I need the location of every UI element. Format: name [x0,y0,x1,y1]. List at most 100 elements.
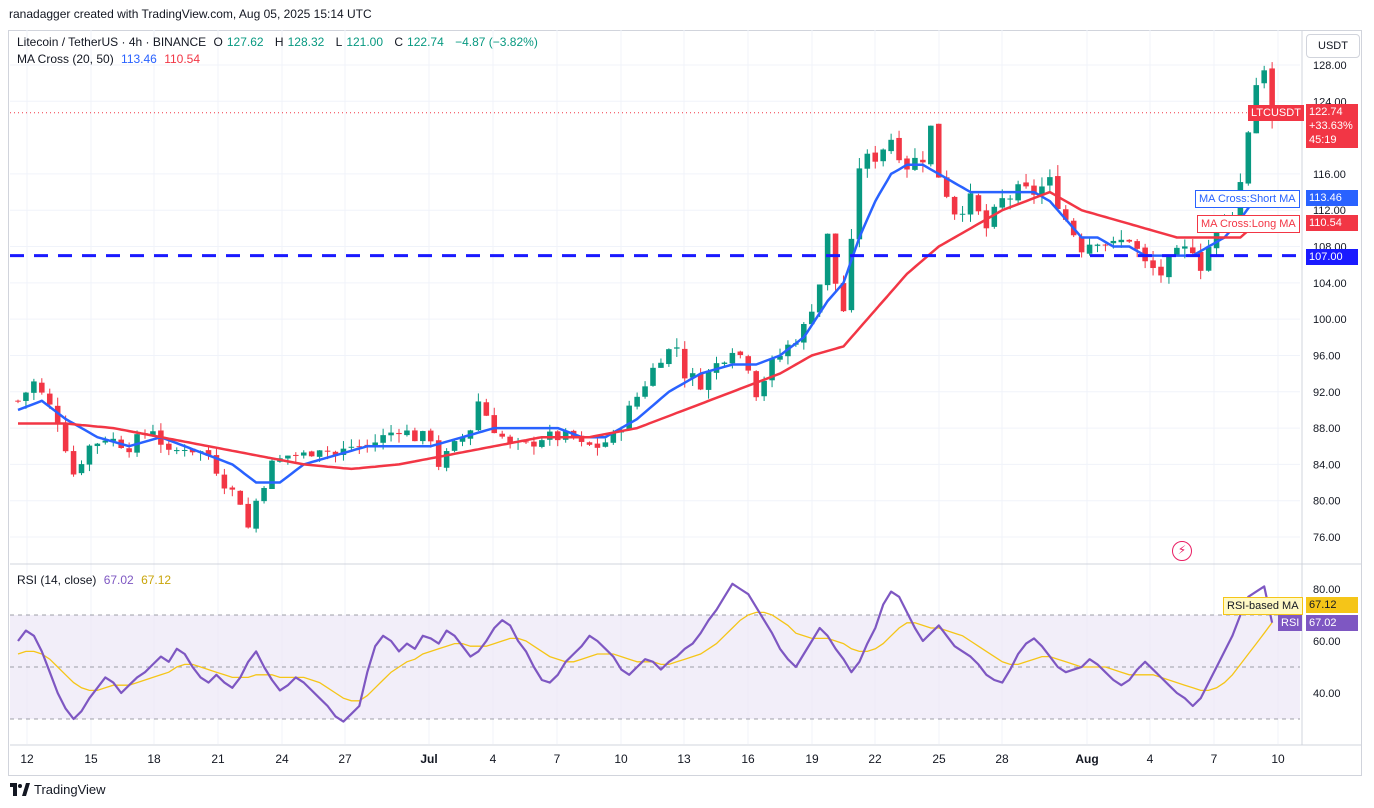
price-tick-label: 88.00 [1313,423,1341,435]
time-tick-label: Aug [1075,752,1098,766]
candle-body [761,380,767,397]
candle-body [856,168,863,240]
candle-body [245,503,251,528]
candle-body [213,455,220,474]
candle-body [650,367,656,386]
candle-body [626,405,632,430]
open-number: 127.62 [226,35,264,49]
candle-body [491,415,498,434]
candle-body [642,386,648,397]
candle-body [15,400,21,402]
ma-long-value: 110.54 [164,52,201,66]
rsi-ma-value-tag: 67.12 [1306,597,1358,613]
footer-brand-text: TradingView [34,782,106,797]
time-tick-label: 25 [932,752,946,766]
candle-body [110,438,117,441]
candle-body [1110,240,1117,244]
candle-body [1031,185,1037,195]
currency-button[interactable]: USDT [1306,34,1360,58]
alert-bolt-icon[interactable]: ⚡ [1172,541,1192,561]
candle-body [31,381,37,393]
rsi-legend-value: 67.02 [103,573,134,587]
high-number: 128.32 [287,35,325,49]
candle-body [801,324,807,343]
candle-body [1269,68,1275,113]
candle-body [848,238,855,311]
candle-body [769,358,775,381]
low-label: L [335,35,343,49]
candle-body [412,430,418,442]
candle-body [1118,239,1125,243]
candle-body [293,454,299,456]
candle-body [531,441,537,447]
candle-body [23,392,29,401]
time-tick-label: Jul [420,752,437,766]
candle-body [562,431,569,440]
candle-body [1261,70,1267,84]
candle-body [261,487,267,502]
candle-body [1126,239,1133,242]
candle-body [697,373,704,390]
time-tick-label: 4 [1147,752,1154,766]
candle-body [602,442,609,447]
candle-body [1134,241,1140,249]
candle-body [920,159,926,163]
candle-body [586,442,593,445]
candle-body [594,443,601,448]
candle-body [896,137,902,161]
time-tick-label: 13 [677,752,691,766]
candle-body [1205,247,1212,271]
candle-body [181,449,188,451]
time-tick-label: 21 [211,752,225,766]
candle-body [777,355,783,360]
short-ma-value-tag: 113.46 [1306,190,1358,206]
price-tick-label: 116.00 [1313,169,1346,181]
candle-body [483,402,490,416]
candle-body [308,451,315,457]
rsi-tick-label: 80.00 [1313,584,1341,596]
candle-body [348,446,355,448]
candle-body [816,284,823,313]
candle-body [1189,247,1196,254]
candle-body [840,283,847,312]
symbol-title: Litecoin / TetherUS · 4h · BINANCE [17,35,207,49]
price-tick-label: 104.00 [1313,278,1347,290]
candle-body [729,352,736,364]
candle-body [1102,244,1109,246]
candle-body [1245,132,1252,184]
time-tick-label: 27 [338,752,352,766]
candle-body [959,213,966,215]
price-tick-label: 80.00 [1313,496,1341,508]
candle-body [634,396,640,407]
candle-body [46,393,53,405]
ma-legend[interactable]: MA Cross (20, 50) 113.46 110.54 [17,52,204,66]
candle-body [269,460,275,489]
candle-body [832,233,839,284]
ma-title: MA Cross (20, 50) [17,52,114,66]
rsi-ma-label-tag: RSI-based MA [1223,597,1303,615]
candle-body [1055,176,1061,210]
footer-brand[interactable]: TradingView [10,782,106,797]
price-tick-label: 100.00 [1313,314,1347,326]
price-change-pct: +33.63% [1309,120,1353,132]
rsi-ma-line [17,611,1273,702]
candle-body [451,441,458,451]
rsi-legend[interactable]: RSI (14, close) 67.02 67.12 [17,573,175,587]
candle-body [864,153,871,169]
candle-body [547,431,553,440]
candle-body [737,351,744,356]
low-value: L 121.00 [336,35,387,49]
last-price-tag: 122.74 +33.63% 45:19 [1306,104,1358,148]
candle-body [404,430,410,436]
candle-body [39,382,45,393]
candle-body [316,450,323,457]
candle-body [1078,236,1085,253]
candle-body [237,490,244,505]
candle-body [475,401,482,431]
last-price: 122.74 [1309,106,1343,118]
change-value: −4.87 (−3.82%) [455,35,538,49]
candle-body [443,451,450,468]
candle-body [62,423,69,452]
rsi-tick-label: 40.00 [1313,688,1341,700]
